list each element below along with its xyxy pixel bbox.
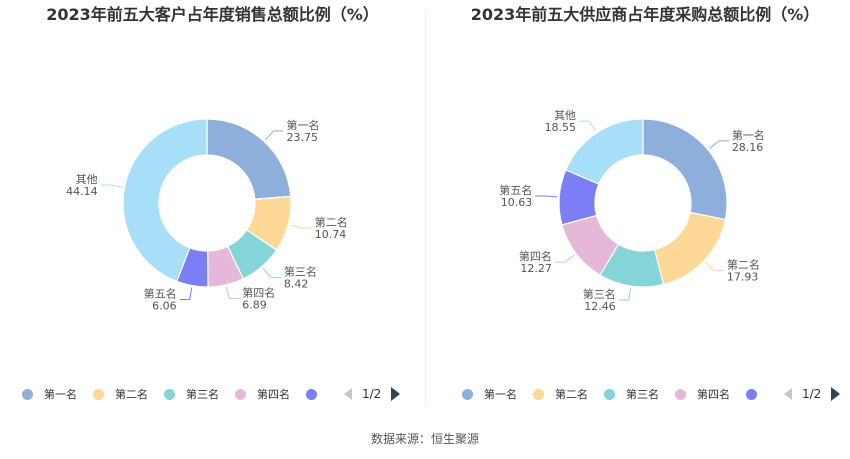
- legend-marker: [533, 388, 544, 400]
- legend-item-first[interactable]: 第一名: [22, 386, 77, 402]
- leader-line-third: [618, 288, 632, 301]
- leader-line-second: [704, 261, 724, 272]
- legend-pager: 1/2: [344, 387, 401, 401]
- legend-label: 第四名: [257, 388, 290, 401]
- slice-label-other: 其他: [76, 173, 98, 186]
- slice-label-first: 第一名: [732, 128, 765, 142]
- legend-marker: [164, 388, 175, 400]
- legend-marker: [235, 388, 246, 400]
- slice-value-fifth: 6.06: [152, 299, 177, 312]
- slice-label-second: 第二名: [727, 258, 760, 272]
- pager-prev-icon[interactable]: [344, 388, 352, 400]
- pager-next-icon[interactable]: [391, 387, 401, 401]
- legend-item-third[interactable]: 第三名: [164, 386, 219, 402]
- leader-line-fifth: [535, 195, 558, 198]
- slice-value-second: 17.93: [727, 271, 759, 284]
- leader-line-fourth: [226, 286, 240, 299]
- leader-line-third: [262, 267, 281, 278]
- legend-marker: [306, 388, 317, 400]
- slice-label-second: 第二名: [315, 215, 348, 229]
- legend-label: 第一名: [44, 388, 77, 401]
- legend-marker: [22, 388, 33, 400]
- slice-label-fourth: 第四名: [519, 249, 552, 263]
- legend-item-fourth[interactable]: 第四名: [235, 386, 290, 402]
- customer-chart-panel: 2023年前五大客户占年度销售总额比例（%） 第一名 23.75 第二名 10.74 第…: [0, 0, 425, 420]
- slice-value-third: 12.46: [584, 300, 616, 313]
- slice-label-fourth: 第四名: [242, 285, 275, 299]
- slice-label-third: 第三名: [583, 287, 616, 301]
- pager-next-icon[interactable]: [831, 387, 841, 401]
- legend-item-fifth[interactable]: [306, 388, 328, 400]
- chart-legend: 第一名 第二名 第三名 第四名 1/2: [462, 384, 841, 404]
- legend-label: 第一名: [484, 388, 517, 401]
- legend-marker: [675, 388, 686, 400]
- supplier-chart-panel: 2023年前五大供应商占年度采购总额比例（%） 第一名 28.16 第二名 17.93…: [425, 0, 850, 420]
- pager-label: 1/2: [362, 387, 382, 401]
- chart-legend: 第一名 第二名 第三名 第四名 1/2: [22, 384, 401, 404]
- leader-line-second: [290, 224, 312, 229]
- slice-value-fifth: 10.63: [501, 196, 533, 209]
- leader-line-fifth: [179, 287, 193, 300]
- legend-item-fourth[interactable]: 第四名: [675, 386, 730, 402]
- legend-marker: [746, 388, 757, 400]
- legend-label: 第二名: [555, 388, 588, 401]
- slice-value-other: 18.55: [545, 121, 577, 134]
- legend-pager: 1/2: [784, 387, 841, 401]
- leader-line-fourth: [554, 254, 575, 263]
- legend-item-third[interactable]: 第三名: [604, 386, 659, 402]
- legend-marker: [93, 388, 104, 400]
- slice-label-fifth: 第五名: [499, 183, 532, 197]
- chart-title: 2023年前五大供应商占年度采购总额比例（%）: [470, 5, 820, 24]
- legend-label: 第四名: [697, 388, 730, 401]
- slice-label-fifth: 第五名: [144, 286, 177, 300]
- slice-value-third: 8.42: [284, 277, 309, 290]
- pager-prev-icon[interactable]: [784, 388, 792, 400]
- slice-value-other: 44.14: [66, 185, 98, 198]
- slice-value-first: 28.16: [732, 141, 764, 154]
- legend-item-fifth[interactable]: [746, 388, 768, 400]
- pager-label: 1/2: [802, 387, 822, 401]
- slice-value-second: 10.74: [315, 228, 347, 241]
- slice-other[interactable]: [122, 118, 208, 283]
- legend-item-second[interactable]: 第二名: [93, 386, 148, 402]
- legend-marker: [462, 388, 473, 400]
- slice-label-first: 第一名: [287, 118, 320, 132]
- legend-marker: [604, 388, 615, 400]
- slice-value-fourth: 6.89: [242, 298, 267, 311]
- legend-label: 第三名: [186, 388, 219, 401]
- legend-label: 第二名: [115, 388, 148, 401]
- panel-divider: [425, 10, 426, 405]
- legend-item-first[interactable]: 第一名: [462, 386, 517, 402]
- slice-first[interactable]: [642, 118, 728, 221]
- slice-label-other: 其他: [554, 109, 576, 122]
- leader-line-first: [265, 130, 284, 141]
- slice-other[interactable]: [565, 118, 644, 185]
- legend-item-second[interactable]: 第二名: [533, 386, 588, 402]
- slice-second[interactable]: [653, 211, 727, 286]
- leader-line-other: [100, 184, 123, 188]
- chart-title: 2023年前五大客户占年度销售总额比例（%）: [46, 5, 379, 24]
- leader-line-other: [579, 120, 597, 132]
- slice-label-third: 第三名: [284, 264, 317, 278]
- slice-value-first: 23.75: [287, 131, 319, 144]
- data-source-note: 数据来源：恒生聚源: [370, 432, 479, 446]
- leader-line-first: [709, 140, 729, 149]
- slice-value-fourth: 12.27: [520, 262, 552, 275]
- legend-label: 第三名: [626, 388, 659, 401]
